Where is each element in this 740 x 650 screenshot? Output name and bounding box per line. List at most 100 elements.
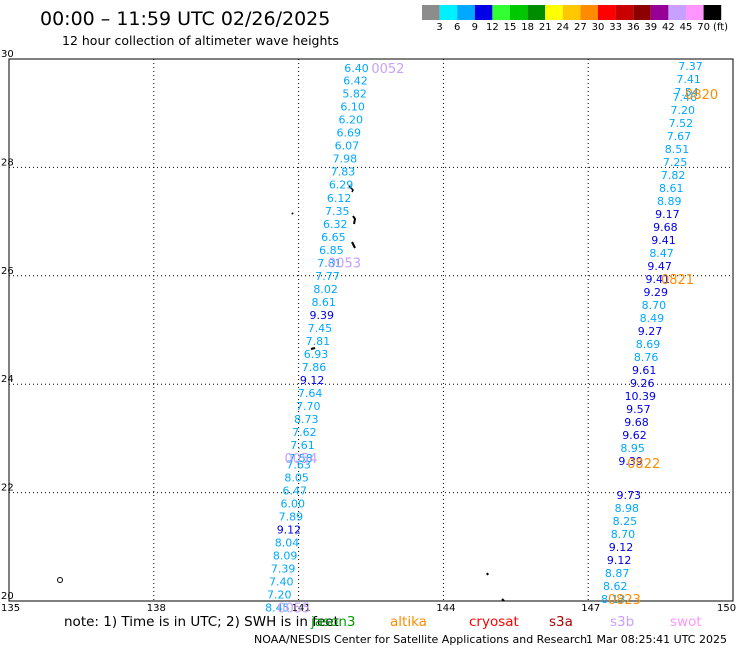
wave-height-label: 7.37 <box>678 60 703 73</box>
wave-height-label: 9.73 <box>616 489 641 502</box>
wave-height-label: 8.70 <box>642 299 667 312</box>
wave-height-label: 8.73 <box>294 413 319 426</box>
y-tick-label: 30 <box>1 49 14 60</box>
legend-label: 24 <box>556 22 569 33</box>
legend-label: 18 <box>521 22 534 33</box>
footer-note: note: 1) Time is in UTC; 2) SWH is in fe… <box>64 614 339 630</box>
satellite-label: swot <box>670 614 702 630</box>
wave-height-label: 6.20 <box>338 114 363 127</box>
legend-swatch <box>703 5 722 20</box>
wave-height-label: 8.76 <box>634 351 659 364</box>
x-tick-label: 147 <box>581 603 600 614</box>
time-labels: 0052 0053 0054 0055 0820 0821 0822 0823 <box>277 62 718 616</box>
wave-height-label: 7.67 <box>667 130 692 143</box>
color-legend: 3 6 9 12 15 18 21 24 27 30 33 36 39 42 45 70 <box>422 5 722 33</box>
footer-timestamp: 1 Mar 08:25:41 UTC 2025 <box>586 633 727 646</box>
legend-label: 33 <box>609 22 622 33</box>
wave-height-label: 8.25 <box>613 515 638 528</box>
wave-height-label: 8.98 <box>615 502 640 515</box>
wave-height-label: 7.40 <box>269 575 294 588</box>
y-tick-label: 20 <box>1 591 14 602</box>
island-mark <box>352 215 357 225</box>
wave-height-label: 6.07 <box>335 140 360 153</box>
legend-label: 6 <box>454 22 460 33</box>
x-tick-label: 144 <box>436 603 455 614</box>
legend-swatch <box>474 5 493 20</box>
legend-swatch <box>598 5 616 20</box>
wave-height-label: 6.69 <box>337 127 362 140</box>
legend-swatch <box>510 5 528 20</box>
island-mark <box>501 598 505 602</box>
wave-height-label: 7.46 <box>672 91 697 104</box>
satellite-legend: jason3 altika cryosat s3a s3b swot <box>310 614 702 630</box>
legend-label: 70 <box>697 22 710 33</box>
wave-height-label: 8.87 <box>605 567 630 580</box>
wave-height-label: 6.00 <box>281 497 306 510</box>
wave-height-label: 8.02 <box>313 283 338 296</box>
legend-label: 27 <box>574 22 587 33</box>
wave-height-label: 7.89 <box>279 510 304 523</box>
wave-height-label: 7.35 <box>325 205 350 218</box>
wave-height-label: 6.29 <box>329 179 354 192</box>
y-tick-label: 26 <box>1 266 14 277</box>
legend-label: 39 <box>644 22 657 33</box>
chart-title: 00:00 – 11:59 UTC 02/26/2025 <box>40 8 330 30</box>
x-tick-label: 150 <box>717 603 736 614</box>
wave-height-label: 7.98 <box>333 153 358 166</box>
wave-height-label: 9.47 <box>647 260 672 273</box>
wave-height-label: 6.93 <box>304 348 329 361</box>
wave-height-label: 8.61 <box>659 182 684 195</box>
legend-label: 9 <box>472 22 478 33</box>
legend-swatch <box>650 5 669 20</box>
wave-height-label: 9.61 <box>632 364 657 377</box>
wave-height-label: 8.95 <box>620 442 645 455</box>
wave-height-label: 9.12 <box>607 554 632 567</box>
satellite-label: s3a <box>549 614 573 630</box>
legend-swatch <box>580 5 598 20</box>
wave-height-label: 9.12 <box>277 523 302 536</box>
wave-height-label: 8.47 <box>649 247 674 260</box>
footer-credit: NOAA/NESDIS Center for Satellite Applica… <box>254 633 587 646</box>
wave-height-label: 8.61 <box>311 296 336 309</box>
wave-height-label: 8.05 <box>284 471 309 484</box>
wave-height-label: 6.85 <box>319 244 344 257</box>
wave-height-label: 7.45 <box>308 322 333 335</box>
pass-time-label: 0821 <box>661 273 694 288</box>
x-tick-label: 141 <box>292 603 311 614</box>
wave-height-label: 7.20 <box>267 588 292 601</box>
x-tick-label: 138 <box>147 603 166 614</box>
legend-label: 36 <box>627 22 640 33</box>
pass-time-label: 0054 <box>284 452 317 467</box>
satellite-label: altika <box>390 614 427 630</box>
wave-height-label: 9.68 <box>653 221 678 234</box>
x-tick-label: 135 <box>1 603 20 614</box>
island-mark <box>351 241 356 249</box>
legend-swatch <box>527 5 546 20</box>
wave-height-label: 6.10 <box>340 101 365 114</box>
wave-height-label: 9.39 <box>310 309 335 322</box>
plot-area: 135 138 141 144 147 150 20 22 24 26 28 30 6.406.425… <box>1 49 736 617</box>
legend-swatch <box>686 5 704 20</box>
legend-label: 12 <box>486 22 499 33</box>
wave-height-label: 7.70 <box>296 400 321 413</box>
wave-height-label: 9.39 <box>618 455 643 468</box>
wave-height-label: 6.65 <box>321 231 346 244</box>
satellite-label: jason3 <box>310 614 355 630</box>
y-tick-label: 22 <box>1 483 14 494</box>
wave-height-label: 8.09 <box>273 549 298 562</box>
wave-height-label: 8.13 <box>601 593 626 606</box>
y-tick-label: 28 <box>1 157 14 168</box>
wave-height-label: 6.40 <box>344 62 369 75</box>
axis-ticks: 135 138 141 144 147 150 20 22 24 26 28 30 <box>1 49 736 614</box>
pass-time-label: 0055 <box>277 602 310 617</box>
wave-height-label: 8.70 <box>611 528 636 541</box>
wave-height-label: 7.52 <box>669 117 694 130</box>
legend-swatch <box>615 5 634 20</box>
chart-subtitle: 12 hour collection of altimeter wave hei… <box>62 33 339 48</box>
pass-time-label: 0820 <box>685 88 718 103</box>
plot-frame <box>8 58 734 602</box>
pass-time-label: 0822 <box>627 457 660 472</box>
wave-height-label: 9.41 <box>651 234 676 247</box>
pass-time-label: 0052 <box>371 62 404 77</box>
